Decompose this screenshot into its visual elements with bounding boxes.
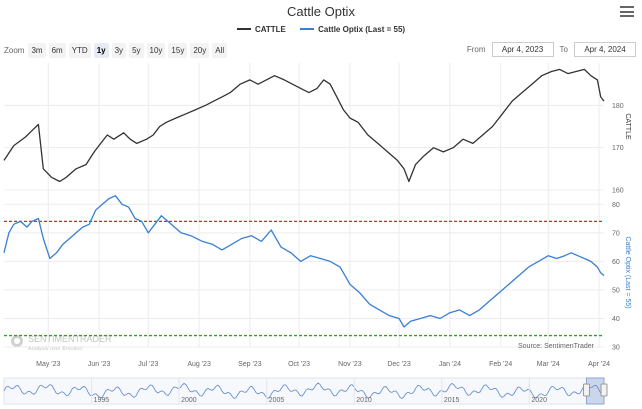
y-tick-label: 70 <box>612 230 620 237</box>
watermark-brand: SENTIMENTRADER <box>28 334 112 344</box>
legend-item-cattle[interactable]: CATTLE <box>236 24 286 34</box>
navigator-tick-label: 2015 <box>444 397 460 404</box>
zoom-label: Zoom <box>4 46 25 55</box>
navigator-handle-right[interactable] <box>600 383 608 397</box>
y-tick-label: 160 <box>612 188 624 195</box>
zoom-button-1y[interactable]: 1y <box>93 43 109 58</box>
navigator-tick-label: 2000 <box>181 397 197 404</box>
zoom-button-15y[interactable]: 15y <box>168 43 188 58</box>
y-tick-label: 40 <box>612 316 620 323</box>
navigator-handle-left[interactable] <box>582 383 590 397</box>
y-tick-label: 80 <box>612 202 620 209</box>
hamburger-menu-icon[interactable] <box>620 6 634 17</box>
sentimentrader-watermark: SENTIMENTRADER Analysis over Emotion <box>11 334 112 352</box>
x-tick-label: Jun '23 <box>88 361 110 368</box>
legend-item-optix[interactable]: Cattle Optix (Last = 55) <box>300 25 405 34</box>
watermark-logo-icon <box>11 335 23 347</box>
y-tick-label: 170 <box>612 145 624 152</box>
series-line-optix <box>3 195 605 328</box>
y-axis-title-optix: Cattle Optix (Last = 55) <box>624 236 631 308</box>
navigator-tick-label: 2005 <box>269 397 285 404</box>
zoom-button-20y[interactable]: 20y <box>190 43 210 58</box>
navigator-tick-label: 2010 <box>356 397 372 404</box>
y-tick-label: 50 <box>612 287 620 294</box>
x-tick-label: Apr '24 <box>588 361 610 368</box>
zoom-button-6m[interactable]: 6m <box>48 43 66 58</box>
y-tick-label: 180 <box>612 103 624 110</box>
legend: CATTLE Cattle Optix (Last = 55) <box>0 23 642 34</box>
zoom-button-3y[interactable]: 3y <box>111 43 127 58</box>
zoom-bar: Zoom 3m 6m YTD 1y 3y 5y 10y 15y 20y All <box>4 43 230 58</box>
date-range: From Apr 4, 2023 To Apr 4, 2024 <box>467 42 636 57</box>
watermark-tagline: Analysis over Emotion <box>28 346 82 352</box>
y-tick-label: 60 <box>612 259 620 266</box>
navigator-tick-label: 1995 <box>94 397 110 404</box>
x-tick-label: Mar '24 <box>537 361 560 368</box>
navigator-series-line <box>3 382 605 399</box>
series-line-cattle <box>3 68 605 183</box>
x-tick-label: Feb '24 <box>489 361 512 368</box>
zoom-button-3m[interactable]: 3m <box>28 43 46 58</box>
legend-label-optix: Cattle Optix (Last = 55) <box>318 24 406 34</box>
x-tick-label: Jul '23 <box>138 361 158 368</box>
y-tick-label: 30 <box>612 345 620 352</box>
legend-label-cattle: CATTLE <box>254 24 286 34</box>
x-tick-label: Sep '23 <box>238 361 262 368</box>
to-label: To <box>559 45 568 54</box>
zoom-button-10y[interactable]: 10y <box>146 43 166 58</box>
x-tick-label: Aug '23 <box>187 361 211 368</box>
to-date-input[interactable]: Apr 4, 2024 <box>574 42 636 57</box>
navigator-tick-label: 2020 <box>531 397 547 404</box>
x-tick-label: Nov '23 <box>338 361 362 368</box>
x-tick-label: Jan '24 <box>439 361 461 368</box>
source-credit: Source: SentimenTrader <box>518 343 595 350</box>
zoom-button-5y[interactable]: 5y <box>129 43 144 58</box>
legend-line-cattle <box>236 28 251 30</box>
from-date-input[interactable]: Apr 4, 2023 <box>491 42 554 57</box>
zoom-button-all[interactable]: All <box>212 43 228 58</box>
from-label: From <box>466 45 486 54</box>
zoom-button-ytd[interactable]: YTD <box>68 43 91 58</box>
x-tick-label: Oct '23 <box>288 361 310 368</box>
legend-line-optix <box>300 28 315 30</box>
chart-title: Cattle Optix <box>287 4 355 19</box>
y-axis-title-cattle: CATTLE <box>624 113 631 140</box>
x-tick-label: May '23 <box>36 361 60 368</box>
navigator-background <box>3 377 605 405</box>
x-tick-label: Dec '23 <box>387 361 411 368</box>
